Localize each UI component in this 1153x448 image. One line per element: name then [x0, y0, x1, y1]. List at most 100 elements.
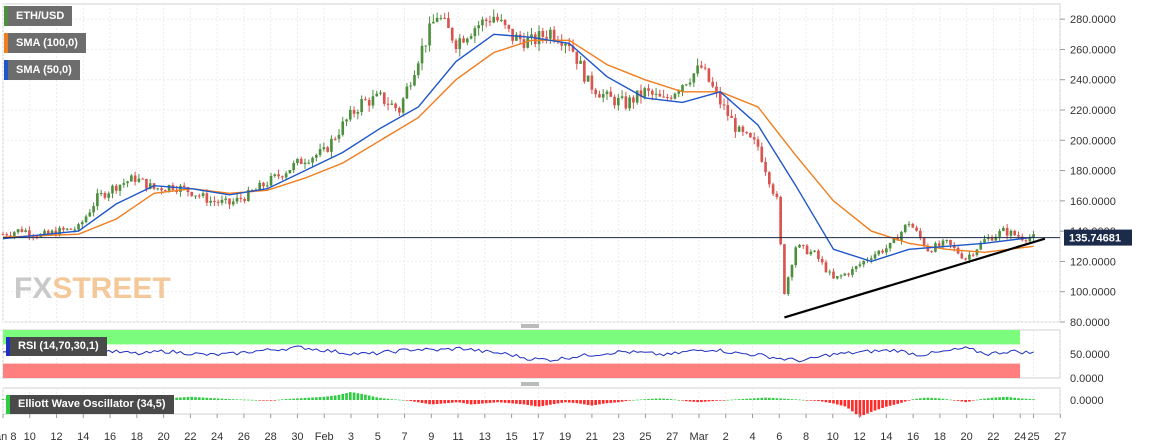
ewo-bar [590, 400, 594, 406]
candle-body [756, 139, 760, 147]
y-tick-label: 100.0000 [1070, 287, 1116, 299]
ewo-bar [843, 400, 847, 407]
candle-body [499, 19, 503, 21]
ewo-bar [722, 400, 726, 401]
candle [549, 26, 552, 44]
candle [741, 124, 745, 137]
candle [730, 109, 733, 118]
candle-body [352, 110, 356, 114]
candle-body [326, 147, 329, 152]
candle [197, 193, 201, 199]
candle-body [809, 251, 813, 255]
ewo-bar [900, 400, 903, 403]
watermark-part-2: STREET [52, 272, 170, 305]
candle [103, 191, 107, 200]
candle-body [839, 275, 843, 277]
candle-body [318, 149, 322, 155]
legend-sma-100[interactable]: SMA (100,0) [4, 33, 86, 53]
candle-body [424, 45, 428, 47]
candle-body [843, 273, 847, 276]
candle-body [247, 189, 250, 202]
x-tick-label: 9 [428, 431, 434, 443]
candle [639, 84, 643, 104]
legend-rsi[interactable]: RSI (14,70,30,1) [6, 337, 107, 356]
ewo-bar [756, 398, 760, 400]
candle [877, 249, 881, 256]
candle-body [628, 97, 631, 109]
candle [628, 95, 631, 111]
candle [398, 106, 401, 117]
candle [481, 16, 484, 32]
legend-ethusd[interactable]: ETH/USD [4, 6, 73, 26]
ewo-bar [556, 400, 560, 404]
ewo-bar [677, 399, 681, 401]
ewo-bar [224, 398, 228, 400]
candle [469, 33, 473, 40]
candle [137, 174, 141, 184]
ewo-bar [715, 400, 718, 401]
pane-resize-handle[interactable] [521, 324, 539, 328]
candle-body [273, 174, 277, 176]
ewo-bar [398, 399, 401, 401]
candle-body [401, 98, 405, 113]
ewo-bar [511, 400, 514, 404]
candle-body [492, 16, 496, 23]
candle [722, 98, 726, 110]
candle [601, 89, 605, 103]
ewo-bar [760, 397, 764, 400]
candle-body [741, 126, 745, 132]
ewo-bar [488, 400, 492, 403]
candle-body [507, 25, 511, 29]
ewo-bar [598, 400, 601, 405]
ewo-bar [620, 400, 624, 402]
candle-body [749, 133, 752, 138]
candle-body [930, 251, 933, 253]
candle-body [820, 258, 824, 263]
ewo-bar [847, 400, 850, 409]
ewo-bar [228, 399, 231, 400]
candle-body [907, 223, 911, 225]
ewo-bar [885, 400, 888, 407]
ewo-bar [866, 400, 869, 414]
y-tick-label: 80.0000 [1070, 317, 1110, 329]
candle-body [360, 99, 363, 113]
main-pane-frame [2, 3, 1061, 323]
candle-body [250, 189, 254, 191]
candle-body [148, 183, 152, 189]
candle [854, 265, 858, 273]
legend-sma-50[interactable]: SMA (50,0) [4, 60, 80, 80]
candle [201, 190, 205, 199]
ewo-bar [439, 400, 443, 404]
candle-body [715, 86, 718, 92]
candle [1, 231, 5, 236]
ewo-bar [673, 399, 677, 401]
ewo-bar [632, 399, 635, 401]
candle-body [813, 250, 816, 252]
candle [265, 181, 269, 188]
ewo-bar [817, 400, 820, 402]
ewo-bar [617, 400, 620, 403]
ewo-bar [862, 400, 866, 416]
ewo-y-tick-label: 0.0000 [1070, 395, 1104, 407]
candle [382, 92, 386, 107]
candle-body [643, 88, 647, 97]
candle [122, 178, 126, 188]
candle-body [798, 244, 801, 248]
candle [707, 68, 711, 83]
candle-body [16, 229, 20, 233]
pane-resize-handle[interactable] [521, 382, 539, 386]
x-tick-label: 3 [348, 431, 354, 443]
ewo-bar [481, 400, 484, 404]
legend-ewo[interactable]: Elliott Wave Oscillator (34,5) [6, 395, 174, 414]
candle-body [635, 90, 639, 103]
candle-body [160, 188, 163, 191]
rsi-line [2, 345, 1034, 363]
candle [673, 92, 677, 100]
candle-body [80, 222, 84, 225]
ewo-bar [537, 400, 541, 407]
candle [745, 131, 748, 135]
ewo-bar [265, 400, 269, 401]
candle-body [881, 250, 884, 253]
candle-body [345, 119, 348, 122]
